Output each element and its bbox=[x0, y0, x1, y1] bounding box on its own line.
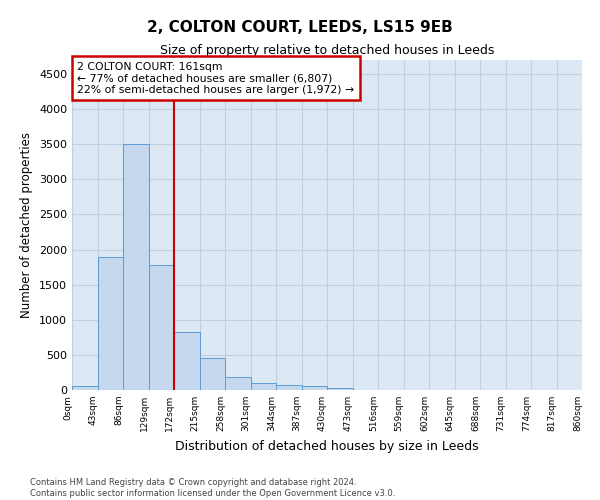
Bar bbox=[72, 386, 97, 390]
Text: 2 COLTON COURT: 161sqm
← 77% of detached houses are smaller (6,807)
22% of semi-: 2 COLTON COURT: 161sqm ← 77% of detached… bbox=[77, 62, 354, 95]
Text: Contains HM Land Registry data © Crown copyright and database right 2024.
Contai: Contains HM Land Registry data © Crown c… bbox=[30, 478, 395, 498]
Title: Size of property relative to detached houses in Leeds: Size of property relative to detached ho… bbox=[160, 44, 494, 58]
Bar bbox=[225, 377, 251, 390]
Text: 2, COLTON COURT, LEEDS, LS15 9EB: 2, COLTON COURT, LEEDS, LS15 9EB bbox=[147, 20, 453, 35]
Bar bbox=[174, 332, 199, 390]
Y-axis label: Number of detached properties: Number of detached properties bbox=[20, 132, 34, 318]
Bar bbox=[327, 388, 353, 390]
Bar bbox=[123, 144, 149, 390]
Bar bbox=[251, 383, 276, 390]
Bar bbox=[302, 386, 327, 390]
Bar bbox=[97, 256, 123, 390]
Bar bbox=[199, 358, 225, 390]
X-axis label: Distribution of detached houses by size in Leeds: Distribution of detached houses by size … bbox=[175, 440, 479, 452]
Bar bbox=[149, 266, 174, 390]
Bar bbox=[276, 384, 302, 390]
